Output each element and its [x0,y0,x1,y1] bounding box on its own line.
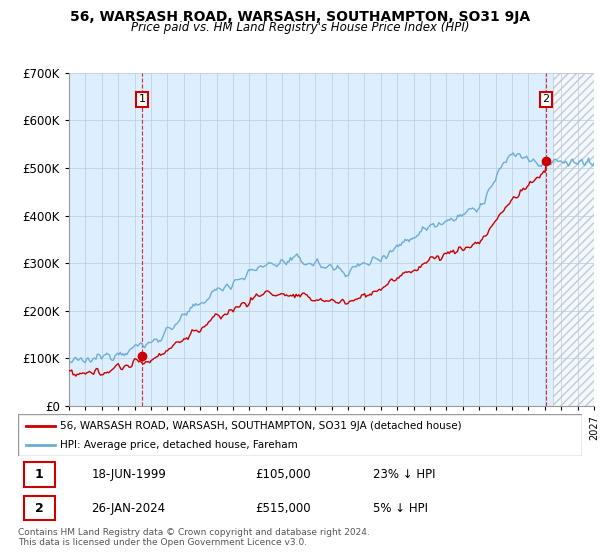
Text: 2: 2 [35,502,44,515]
Text: 56, WARSASH ROAD, WARSASH, SOUTHAMPTON, SO31 9JA (detached house): 56, WARSASH ROAD, WARSASH, SOUTHAMPTON, … [60,421,462,431]
Text: 26-JAN-2024: 26-JAN-2024 [91,502,166,515]
Text: £105,000: £105,000 [255,468,311,481]
Text: 18-JUN-1999: 18-JUN-1999 [91,468,166,481]
Bar [553,73,594,406]
Text: 23% ↓ HPI: 23% ↓ HPI [373,468,436,481]
Text: 1: 1 [139,95,146,105]
Text: 2: 2 [542,95,550,105]
Text: Contains HM Land Registry data © Crown copyright and database right 2024.
This d: Contains HM Land Registry data © Crown c… [18,528,370,547]
Bar [23,463,55,487]
Text: £515,000: £515,000 [255,502,311,515]
Text: HPI: Average price, detached house, Fareham: HPI: Average price, detached house, Fare… [60,440,298,450]
Bar [23,496,55,520]
Text: Price paid vs. HM Land Registry's House Price Index (HPI): Price paid vs. HM Land Registry's House … [131,21,469,34]
Text: 1: 1 [35,468,44,481]
Text: 5% ↓ HPI: 5% ↓ HPI [373,502,428,515]
Text: 56, WARSASH ROAD, WARSASH, SOUTHAMPTON, SO31 9JA: 56, WARSASH ROAD, WARSASH, SOUTHAMPTON, … [70,10,530,24]
